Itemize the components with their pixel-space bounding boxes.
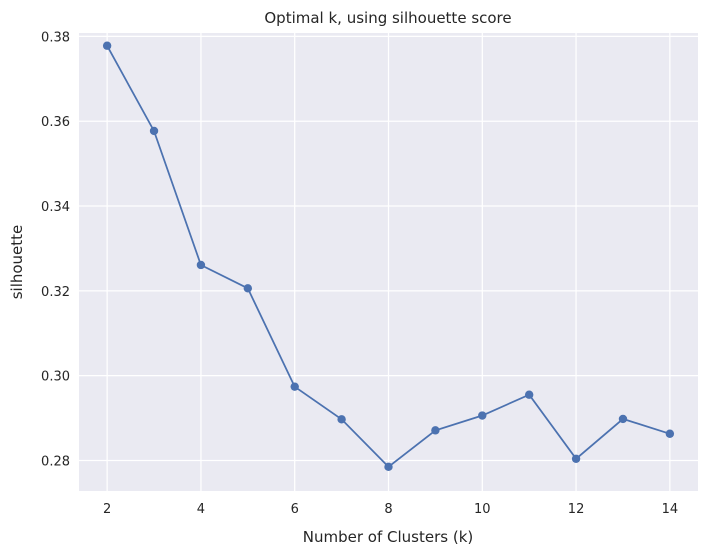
x-axis-title: Number of Clusters (k) (303, 528, 473, 546)
data-point (243, 284, 253, 293)
y-tick-label: 0.30 (41, 370, 70, 385)
data-point (571, 454, 581, 463)
data-point (524, 390, 534, 399)
series-points (102, 41, 675, 472)
chart-title: Optimal k, using silhouette score (264, 9, 511, 27)
x-tick-label: 10 (474, 502, 491, 517)
x-tick-label: 6 (291, 502, 299, 517)
data-point (478, 411, 487, 420)
x-tick-label: 12 (568, 502, 585, 517)
data-point (618, 414, 628, 424)
x-axis-ticks: 2 4 6 8 10 12 14 (103, 502, 678, 517)
data-point (102, 41, 112, 50)
series-layer (102, 41, 675, 472)
x-tick-label: 8 (384, 502, 392, 517)
y-tick-label: 0.28 (41, 454, 70, 469)
y-tick-label: 0.38 (41, 30, 70, 45)
data-point (337, 415, 346, 424)
y-axis-title: silhouette (8, 225, 26, 300)
y-tick-label: 0.36 (41, 115, 70, 130)
x-tick-label: 4 (197, 502, 205, 517)
x-tick-label: 14 (662, 502, 679, 517)
data-point (665, 429, 675, 438)
x-tick-label: 2 (103, 502, 111, 517)
data-point (384, 462, 393, 472)
y-tick-label: 0.32 (41, 285, 70, 300)
data-point (431, 426, 440, 435)
data-point (196, 260, 206, 270)
y-tick-label: 0.34 (41, 200, 70, 215)
data-point (149, 126, 159, 136)
y-axis-ticks: 0.28 0.30 0.32 0.34 0.36 0.38 (41, 30, 70, 469)
data-point (290, 382, 299, 391)
